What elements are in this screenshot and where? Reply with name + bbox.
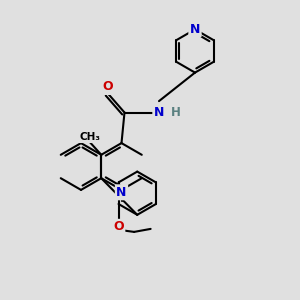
Text: O: O [102,80,113,94]
Text: H: H [171,106,180,119]
Text: O: O [113,220,124,233]
Text: CH₃: CH₃ [80,132,100,142]
Text: N: N [190,23,200,36]
Text: N: N [116,186,127,199]
Text: N: N [154,106,164,119]
